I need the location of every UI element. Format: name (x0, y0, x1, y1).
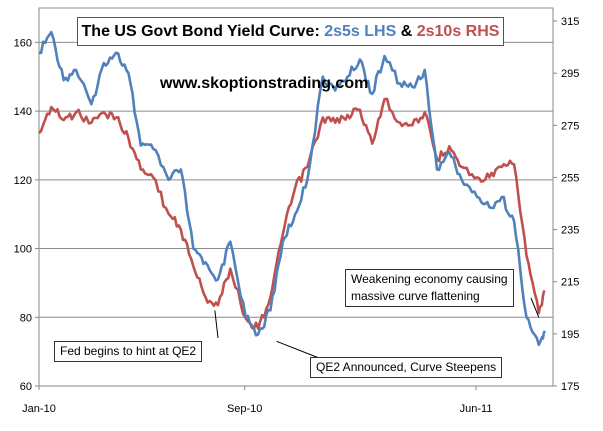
left-tick-label: 140 (14, 106, 32, 118)
x-axis: Jan-10 Sep-10 Jun-11 (22, 386, 492, 415)
right-tick-label: 255 (561, 172, 579, 184)
pointer-fed-hint (214, 310, 219, 339)
left-tick-label: 100 (14, 244, 32, 256)
x-tick-label: Sep-10 (227, 403, 262, 415)
annotation-weakening-economy: Weakening economy causing massive curve … (345, 269, 514, 307)
x-tick-label: Jan-10 (22, 403, 56, 415)
left-axis: 60 80 100 120 140 160 (14, 37, 39, 393)
right-axis: 175 195 215 235 255 275 295 315 (553, 16, 579, 393)
series-line-2s10s (38, 97, 546, 331)
left-tick-label: 120 (14, 175, 32, 187)
title-part-2s10s: 2s10s RHS (416, 23, 500, 40)
title-part-and: & (396, 23, 417, 40)
right-tick-label: 195 (561, 329, 579, 341)
series-line-2s5s (38, 30, 547, 347)
annotation-qe2-announced: QE2 Announced, Curve Steepens (310, 357, 503, 378)
annotation-fed-hint: Fed begins to hint at QE2 (54, 341, 203, 362)
right-tick-label: 315 (561, 16, 579, 28)
left-tick-label: 80 (20, 312, 32, 324)
right-tick-label: 275 (561, 120, 579, 132)
right-tick-label: 295 (561, 68, 579, 80)
right-tick-label: 235 (561, 225, 579, 237)
x-tick-label: Jun-11 (460, 403, 493, 415)
watermark-url: www.skoptionstrading.com (160, 75, 369, 92)
annotation-pointers (214, 297, 540, 359)
series-lines (38, 30, 547, 347)
plot-area-border (38, 7, 554, 387)
annotation-line-2: massive curve flattening (351, 289, 480, 303)
left-tick-label: 160 (14, 37, 32, 49)
chart-title: The US Govt Bond Yield Curve: 2s5s LHS &… (77, 17, 504, 46)
right-tick-label: 215 (561, 277, 579, 289)
right-tick-label: 175 (561, 381, 579, 393)
pointer-weakening-economy (530, 297, 540, 318)
annotation-line-1: Weakening economy causing (351, 272, 508, 286)
left-tick-label: 60 (20, 381, 32, 393)
pointer-qe2-announced (276, 340, 320, 359)
title-part-2s5s: 2s5s LHS (324, 23, 397, 40)
title-part-main: The US Govt Bond Yield Curve: (81, 23, 325, 40)
